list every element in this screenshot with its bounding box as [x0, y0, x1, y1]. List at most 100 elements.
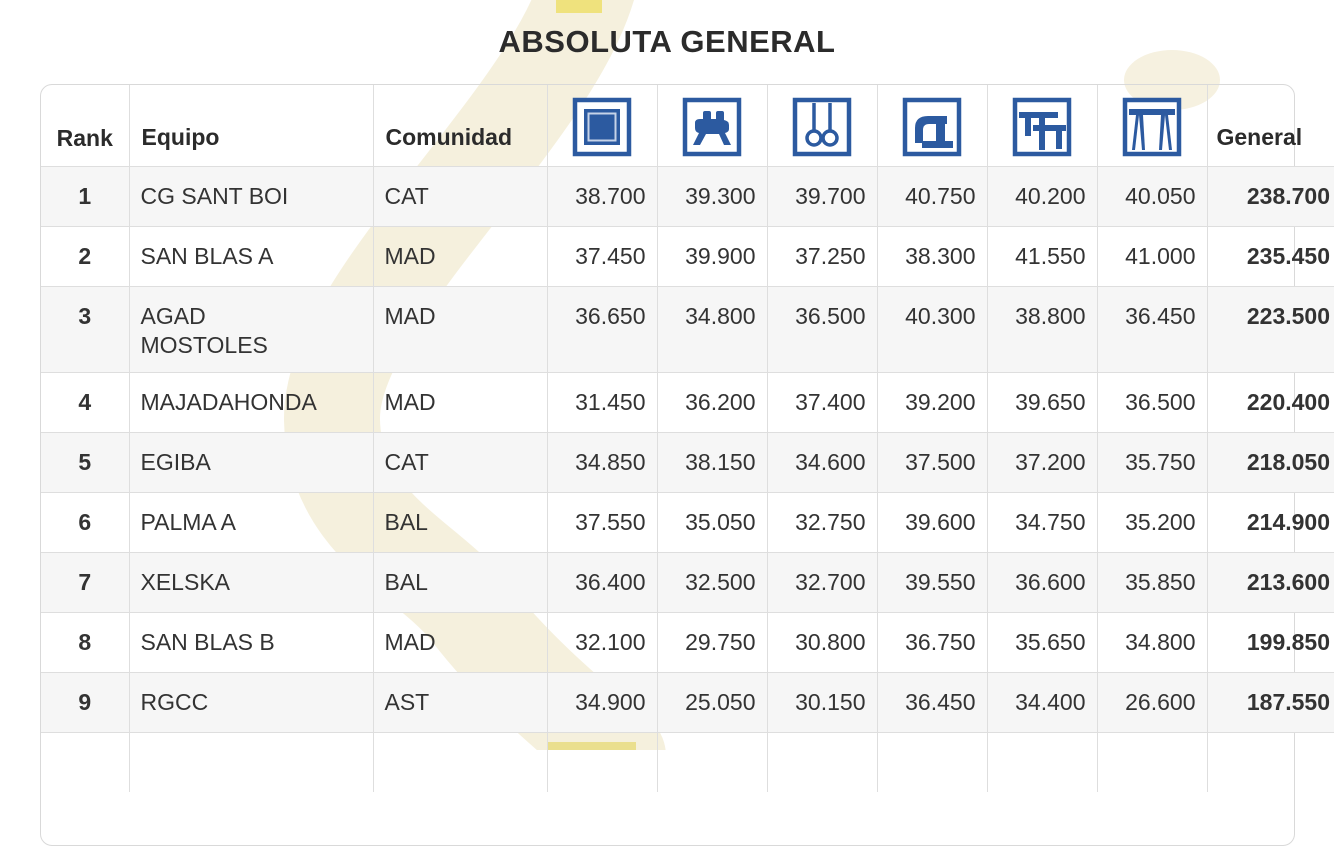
score-cell: 35.850: [1096, 551, 1207, 612]
score-cell: [986, 731, 1097, 792]
score-cell: 39.650: [986, 371, 1097, 432]
apparatus-column-parallel-bars: [986, 85, 1097, 166]
score-cell: [546, 731, 657, 792]
general-cell: 235.450: [1206, 225, 1334, 286]
team-name: CG SANT BOI: [140, 182, 289, 209]
score-cell: [656, 731, 767, 792]
score-cell: 36.650: [546, 285, 657, 372]
team-cell: EGIBA: [128, 431, 373, 492]
general-column-header: General: [1206, 85, 1334, 166]
rank-cell: 7: [41, 551, 129, 612]
score-cell: 39.200: [876, 371, 987, 432]
score-cell: 39.900: [656, 225, 767, 286]
score-cell: [766, 731, 877, 792]
results-table: Rank Equipo Comunidad: [41, 85, 1334, 792]
community-cell: BAL: [372, 551, 547, 612]
community-cell: CAT: [372, 165, 547, 226]
team-column-header: Equipo: [128, 85, 373, 166]
team-cell: SAN BLAS B: [128, 611, 373, 672]
score-cell: 30.150: [766, 671, 877, 732]
score-cell: 36.500: [1096, 371, 1207, 432]
apparatus-column-rings: [766, 85, 877, 166]
table-row: 3 AGAD MOSTOLES MAD 36.650 34.800 36.500…: [41, 285, 1334, 372]
score-cell: 29.750: [656, 611, 767, 672]
table-row-partial: [41, 731, 1334, 792]
team-cell: [128, 731, 373, 792]
community-cell: MAD: [372, 225, 547, 286]
team-cell: RGCC: [128, 671, 373, 732]
score-cell: 35.750: [1096, 431, 1207, 492]
score-cell: 30.800: [766, 611, 877, 672]
score-cell: 38.150: [656, 431, 767, 492]
score-cell: 34.750: [986, 491, 1097, 552]
score-cell: 36.750: [876, 611, 987, 672]
score-cell: 37.450: [546, 225, 657, 286]
apparatus-column-horizontal-bar: [1096, 85, 1207, 166]
general-cell: 238.700: [1206, 165, 1334, 226]
results-body: 1 CG SANT BOI CAT 38.700 39.300 39.700 4…: [41, 165, 1334, 792]
score-cell: 36.600: [986, 551, 1097, 612]
score-cell: 35.650: [986, 611, 1097, 672]
score-cell: 37.400: [766, 371, 877, 432]
community-cell: AST: [372, 671, 547, 732]
score-cell: 36.450: [1096, 285, 1207, 372]
community-cell: [372, 731, 547, 792]
score-cell: 39.600: [876, 491, 987, 552]
team-name: SAN BLAS B: [140, 628, 275, 655]
table-row: 4 MAJADAHONDA MAD 31.450 36.200 37.400 3…: [41, 371, 1334, 432]
rank-cell: 6: [41, 491, 129, 552]
community-cell: MAD: [372, 371, 547, 432]
team-cell: CG SANT BOI: [128, 165, 373, 226]
score-cell: 37.550: [546, 491, 657, 552]
general-cell: 199.850: [1206, 611, 1334, 672]
community-cell: MAD: [372, 611, 547, 672]
general-cell: 220.400: [1206, 371, 1334, 432]
general-cell: 213.600: [1206, 551, 1334, 612]
general-cell: 214.900: [1206, 491, 1334, 552]
score-cell: 40.300: [876, 285, 987, 372]
score-cell: [1096, 731, 1207, 792]
score-cell: 37.250: [766, 225, 877, 286]
rank-cell: 5: [41, 431, 129, 492]
rank-column-header: Rank: [56, 124, 113, 151]
table-row: 6 PALMA A BAL 37.550 35.050 32.750 39.60…: [41, 491, 1334, 552]
score-cell: 36.450: [876, 671, 987, 732]
rank-cell: 4: [41, 371, 129, 432]
score-cell: 34.800: [1096, 611, 1207, 672]
apparatus-column-floor: [546, 85, 657, 166]
score-cell: 40.200: [986, 165, 1097, 226]
team-cell: XELSKA: [128, 551, 373, 612]
score-cell: 25.050: [656, 671, 767, 732]
score-cell: 32.700: [766, 551, 877, 612]
table-row: 8 SAN BLAS B MAD 32.100 29.750 30.800 36…: [41, 611, 1334, 672]
team-name: RGCC: [140, 688, 209, 715]
score-cell: 37.500: [876, 431, 987, 492]
general-cell: 218.050: [1206, 431, 1334, 492]
score-cell: 38.300: [876, 225, 987, 286]
general-cell: [1206, 731, 1334, 792]
team-cell: SAN BLAS A: [128, 225, 373, 286]
parallel-bars-icon: [1012, 97, 1072, 156]
table-row: 2 SAN BLAS A MAD 37.450 39.900 37.250 38…: [41, 225, 1334, 286]
score-cell: [876, 731, 987, 792]
rank-cell: 3: [41, 285, 129, 372]
team-name: PALMA A: [140, 508, 236, 535]
team-cell: PALMA A: [128, 491, 373, 552]
team-name: EGIBA: [140, 448, 211, 475]
score-cell: 36.200: [656, 371, 767, 432]
rank-cell: 1: [41, 165, 129, 226]
score-cell: 34.400: [986, 671, 1097, 732]
table-row: 1 CG SANT BOI CAT 38.700 39.300 39.700 4…: [41, 165, 1334, 226]
header-row: Rank Equipo Comunidad: [41, 85, 1334, 166]
score-cell: 31.450: [546, 371, 657, 432]
score-cell: 35.200: [1096, 491, 1207, 552]
page-title: ABSOLUTA GENERAL: [498, 24, 836, 59]
table-row: 9 RGCC AST 34.900 25.050 30.150 36.450 3…: [41, 671, 1334, 732]
team-name: XELSKA: [140, 568, 231, 595]
table-row: 5 EGIBA CAT 34.850 38.150 34.600 37.500 …: [41, 431, 1334, 492]
apparatus-column-vault: [876, 85, 987, 166]
score-cell: 39.700: [766, 165, 877, 226]
rings-icon: [792, 97, 852, 156]
score-cell: 38.800: [986, 285, 1097, 372]
score-cell: 41.000: [1096, 225, 1207, 286]
